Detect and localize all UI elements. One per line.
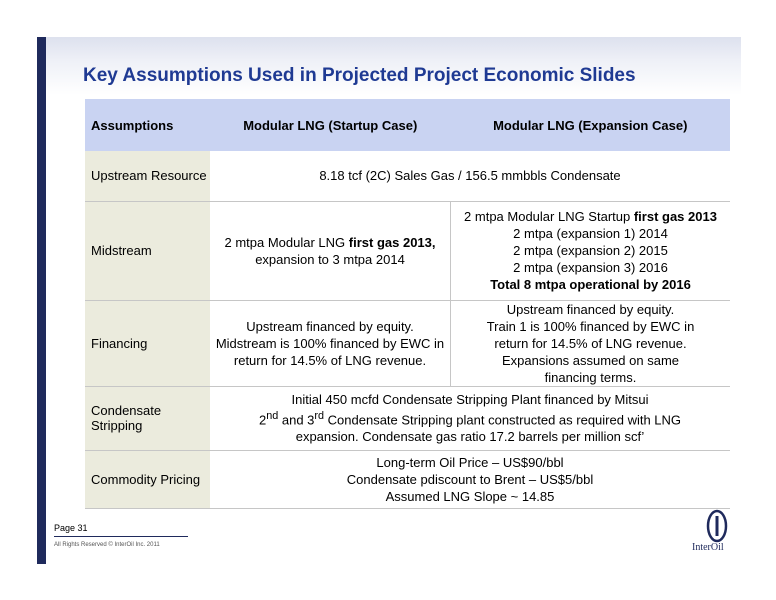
left-accent-bar: [37, 37, 46, 564]
table-row-upstream: Upstream Resource 8.18 tcf (2C) Sales Ga…: [85, 151, 730, 202]
row-label-upstream: Upstream Resource: [85, 151, 210, 202]
table-row-condensate: Condensate Stripping Initial 450 mcfd Co…: [85, 386, 730, 451]
table-row-midstream: Midstream 2 mtpa Modular LNG first gas 2…: [85, 201, 730, 301]
interoil-logo-icon: [706, 509, 728, 543]
row-label-financing: Financing: [85, 300, 210, 387]
table-header-row: Assumptions Modular LNG (Startup Case) M…: [85, 99, 730, 151]
financing-startup-line2: Midstream is 100% financed by EWC in: [215, 335, 445, 351]
header-expansion-case: Modular LNG (Expansion Case): [450, 99, 730, 151]
header-band: [46, 37, 741, 95]
financing-startup: Upstream financed by equity. Midstream i…: [210, 300, 451, 387]
midstream-startup-post: expansion to 3 mtpa 2014: [255, 251, 405, 267]
condensate-value: Initial 450 mcfd Condensate Stripping Pl…: [210, 386, 730, 451]
commodity-line1: Long-term Oil Price – US$90/bbl: [376, 454, 564, 470]
upstream-value: 8.18 tcf (2C) Sales Gas / 156.5 mmbbls C…: [210, 151, 730, 202]
footer-rule: [54, 536, 188, 537]
commodity-line2: Condensate pdiscount to Brent – US$5/bbl: [346, 471, 594, 487]
table-row-commodity: Commodity Pricing Long-term Oil Price – …: [85, 450, 730, 509]
midstream-exp-line3: 2 mtpa (expansion 3) 2016: [513, 260, 668, 275]
condensate-sup-rd: rd: [314, 409, 325, 422]
assumptions-table: Assumptions Modular LNG (Startup Case) M…: [85, 99, 730, 509]
midstream-exp-line1: 2 mtpa (expansion 1) 2014: [513, 226, 668, 241]
condensate-line2b: and 3: [278, 412, 315, 428]
midstream-exp-pre: 2 mtpa Modular LNG Startup: [464, 209, 634, 224]
midstream-startup: 2 mtpa Modular LNG first gas 2013, expan…: [210, 201, 451, 301]
midstream-expansion: 2 mtpa Modular LNG Startup first gas 201…: [450, 201, 730, 301]
page-number: Page 31: [54, 523, 88, 533]
condensate-line2c: Condensate Stripping plant constructed a…: [324, 412, 682, 428]
row-label-commodity: Commodity Pricing: [85, 450, 210, 509]
header-assumptions: Assumptions: [85, 99, 210, 151]
financing-startup-line1: Upstream financed by equity.: [246, 318, 414, 334]
slide: Key Assumptions Used in Projected Projec…: [37, 37, 741, 564]
header-startup-case: Modular LNG (Startup Case): [210, 99, 451, 151]
slide-title: Key Assumptions Used in Projected Projec…: [83, 65, 636, 86]
financing-exp-line5: financing terms.: [544, 369, 637, 385]
table-row-financing: Financing Upstream financed by equity. M…: [85, 300, 730, 387]
midstream-exp-line2: 2 mtpa (expansion 2) 2015: [513, 243, 668, 258]
copyright-text: All Rights Reserved © InterOil Inc. 2011: [54, 542, 160, 548]
financing-exp-line2: Train 1 is 100% financed by EWC in: [486, 318, 695, 334]
financing-startup-line3: return for 14.5% of LNG revenue.: [233, 352, 427, 368]
logo-wordmark: InterOil: [692, 542, 724, 553]
midstream-exp-total: Total 8 mtpa operational by 2016: [490, 277, 691, 292]
financing-expansion: Upstream financed by equity. Train 1 is …: [450, 300, 730, 387]
midstream-exp-bold: first gas 2013: [633, 209, 717, 224]
financing-exp-line3: return for 14.5% of LNG revenue.: [494, 335, 687, 351]
condensate-line1: Initial 450 mcfd Condensate Stripping Pl…: [291, 391, 649, 407]
midstream-startup-pre: 2 mtpa Modular LNG: [224, 234, 349, 250]
condensate-line3: expansion. Condensate gas ratio 17.2 bar…: [295, 429, 645, 445]
condensate-line2a: 2: [258, 412, 267, 428]
commodity-value: Long-term Oil Price – US$90/bbl Condensa…: [210, 450, 730, 509]
condensate-sup-nd: nd: [266, 409, 279, 422]
financing-exp-line4: Expansions assumed on same: [501, 352, 680, 368]
financing-exp-line1: Upstream financed by equity.: [506, 301, 675, 317]
commodity-line3: Assumed LNG Slope ~ 14.85: [385, 488, 555, 504]
row-label-condensate: Condensate Stripping: [85, 386, 210, 451]
row-label-midstream: Midstream: [85, 201, 210, 301]
midstream-startup-bold: first gas 2013,: [348, 234, 436, 250]
